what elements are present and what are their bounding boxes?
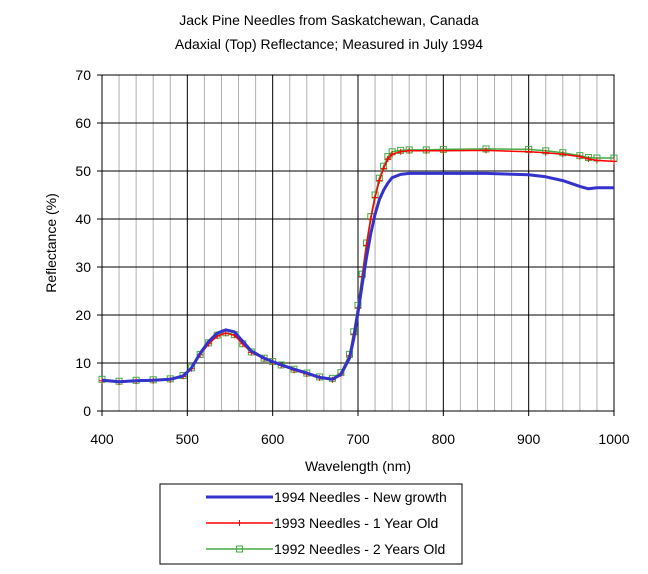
data-point-marker [576,153,583,160]
series-line [101,171,614,384]
data-point-marker [236,520,243,526]
chart-subtitle: Adaxial (Top) Reflectance; Measured in J… [175,36,483,52]
legend-label: 1994 Needles - New growth [274,489,447,505]
chart-title: Jack Pine Needles from Saskatchewan, Can… [179,12,479,28]
series-1 [101,171,614,384]
legend-label: 1993 Needles - 1 Year Old [274,515,438,531]
gridlines [102,75,614,411]
legend-entry: 1992 Needles - 2 Years Old [206,541,445,557]
data-point-marker [397,148,404,155]
x-axis-label: Wavelength (nm) [305,458,411,474]
y-tick-label: 50 [75,163,91,179]
axes: 400 500 600 700 800 900 1000 0 10 20 30 40 50 60 70 [75,67,629,447]
x-tick-label: 500 [176,431,200,447]
data-point-marker [406,147,413,154]
legend-entry: 1993 Needles - 1 Year Old [206,515,438,531]
data-point-marker [380,165,387,172]
x-tick-label: 900 [517,431,541,447]
data-point-marker [559,151,566,158]
data-point-marker [483,147,489,154]
data-point-marker [593,157,600,164]
legend-label: 1992 Needles - 2 Years Old [274,541,445,557]
y-tick-label: 10 [75,355,91,371]
x-tick-label: 800 [432,431,456,447]
x-tick-label: 700 [346,431,370,447]
y-tick-label: 70 [75,67,91,83]
data-point-marker [525,148,532,155]
y-tick-label: 0 [83,403,91,419]
y-axis-label: Reflectance (%) [43,193,59,293]
legend: 1994 Needles - New growth 1993 Needles - … [159,483,463,565]
data-point-marker [611,158,617,165]
x-tick-label: 400 [90,431,114,447]
data-point-marker [389,151,396,158]
y-tick-label: 60 [75,115,91,131]
x-tick-label: 600 [261,431,285,447]
x-tick-label: 1000 [598,431,629,447]
y-tick-label: 40 [75,211,91,227]
data-point-marker [423,147,430,154]
legend-entry: 1994 Needles - New growth [206,489,447,505]
y-tick-label: 30 [75,259,91,275]
data-point-marker [236,545,243,553]
y-tick-label: 20 [75,307,91,323]
data-point-marker [376,177,383,184]
data-point-marker [384,156,391,162]
series-lines [98,145,618,386]
data-point-marker [585,156,592,162]
data-point-marker [440,147,447,154]
data-point-marker [542,149,549,156]
data-point-marker [372,194,379,201]
